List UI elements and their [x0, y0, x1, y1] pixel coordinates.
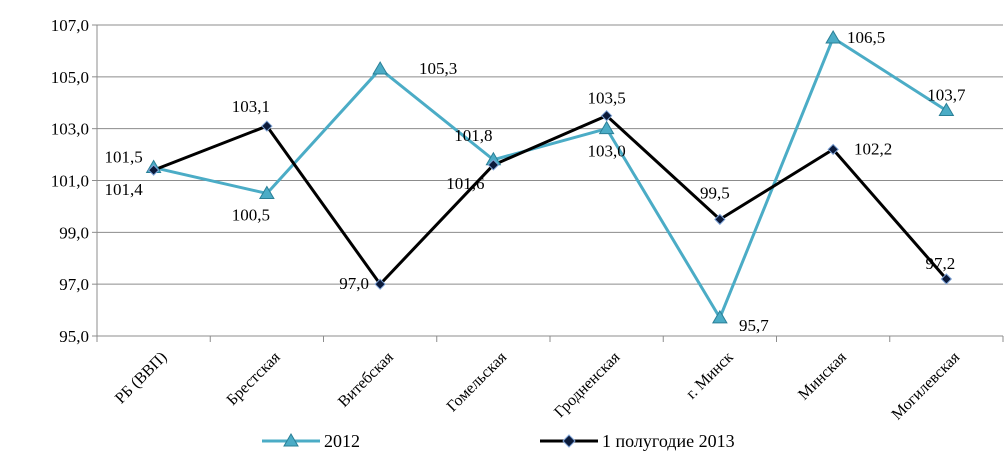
grid-lines	[97, 24, 1003, 337]
y-tick-label: 97,0	[59, 275, 89, 294]
series-point	[372, 61, 388, 75]
x-tick-label: РБ (ВВП)	[112, 349, 170, 407]
data-label: 101,4	[105, 180, 144, 199]
series-point	[259, 185, 275, 199]
data-label: 103,0	[588, 142, 626, 161]
y-tick-label: 107,0	[51, 16, 89, 35]
data-label: 101,8	[454, 126, 492, 145]
series-point	[712, 309, 728, 324]
series-point	[827, 143, 839, 156]
legend-2012-label: 2012	[324, 431, 360, 451]
legend-2013-label: 1 полугодие 2013	[602, 431, 735, 451]
y-tick-label: 99,0	[59, 223, 89, 242]
series-point	[374, 278, 386, 290]
x-axis: РБ (ВВП) Брестская Витебская Гомельская Грод…	[96, 336, 1004, 423]
data-label: 97,0	[339, 274, 369, 293]
y-tick-label: 95,0	[59, 327, 89, 346]
data-label: 106,5	[847, 28, 885, 47]
y-tick-label: 101,0	[51, 172, 89, 191]
series-line-1	[153, 114, 948, 286]
x-tick-label: Минская	[795, 348, 850, 403]
series-line-0	[153, 36, 948, 320]
data-label: 101,6	[446, 174, 484, 193]
data-label: 102,2	[854, 139, 892, 158]
series-point	[261, 120, 273, 132]
legend-2012-marker	[283, 433, 299, 447]
data-label: 99,5	[700, 183, 730, 202]
data-label: 97,2	[926, 254, 956, 273]
legend-2013-marker	[562, 434, 576, 448]
y-tick-label: 105,0	[51, 68, 89, 87]
data-label: 105,3	[419, 59, 457, 78]
x-tick-label: г. Минск	[683, 349, 737, 403]
y-axis: 95,0 97,0 99,0 101,0 103,0 105,0 107,0	[51, 16, 98, 346]
data-label: 95,7	[739, 316, 769, 335]
x-tick-label: Гомельская	[444, 348, 511, 415]
x-tick-label: Гродненская	[551, 348, 624, 421]
legend: 2012 1 полугодие 2013	[262, 431, 735, 451]
data-label: 100,5	[232, 205, 270, 224]
x-tick-label: Витебская	[335, 348, 397, 410]
x-tick-label: Брестская	[224, 348, 285, 409]
series-point	[940, 273, 953, 285]
series-point	[600, 110, 613, 122]
y-tick-label: 103,0	[51, 120, 89, 139]
data-label: 103,5	[588, 89, 626, 108]
data-labels: 101,5 100,5 105,3 101,8 103,0 95,7 106,5 103,7 1…	[105, 28, 967, 335]
series-point	[714, 213, 726, 226]
series-point	[598, 120, 615, 135]
series-point	[938, 102, 955, 117]
data-label: 103,7	[927, 86, 966, 105]
data-label: 101,5	[105, 148, 143, 167]
x-tick-label: Могилевская	[889, 348, 964, 423]
data-label: 103,1	[232, 97, 270, 116]
series-layer	[145, 29, 955, 324]
series-point	[825, 29, 841, 44]
series-point	[487, 159, 500, 171]
series-point	[147, 164, 160, 176]
